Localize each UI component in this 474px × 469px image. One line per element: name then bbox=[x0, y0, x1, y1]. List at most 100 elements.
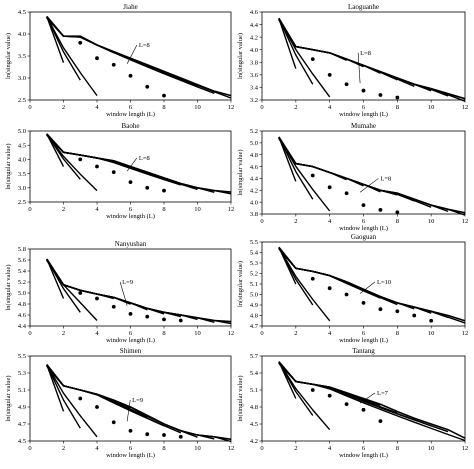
y-tick-label: 4.6 bbox=[18, 312, 27, 319]
y-tick-label: 5.3 bbox=[250, 260, 258, 267]
y-axis-label: ln(singular value) bbox=[5, 264, 12, 310]
chart-panel-2: Laoguanhe 0 2 4 6 8 10 12 3.2 3.4 3.6 3.8 4.0 4.2 4.4 4… bbox=[237, 3, 468, 118]
y-tick-label: 4.7 bbox=[250, 323, 259, 330]
chart-title: Shimen bbox=[120, 347, 142, 355]
x-tick-label: 0 bbox=[260, 445, 263, 452]
y-axis-label: ln(singular value) bbox=[5, 33, 12, 79]
knee-point bbox=[128, 73, 133, 78]
x-tick-label: 0 bbox=[260, 218, 263, 225]
chart-title: Baohe bbox=[122, 122, 140, 130]
y-tick-label: 3.0 bbox=[18, 75, 26, 82]
series-line-L10 bbox=[278, 247, 432, 314]
knee-point bbox=[310, 173, 315, 178]
knee-point bbox=[162, 317, 166, 322]
x-tick-label: 8 bbox=[162, 445, 165, 452]
chart-title: Tantang bbox=[352, 347, 375, 355]
x-tick-label: 6 bbox=[362, 445, 366, 452]
knee-point bbox=[145, 185, 150, 190]
x-tick-label: 12 bbox=[462, 330, 469, 337]
annotation-label: L=10 bbox=[377, 279, 391, 286]
knee-point bbox=[310, 276, 315, 281]
annotation-label: L=8 bbox=[139, 42, 150, 49]
x-tick-label: 10 bbox=[428, 218, 435, 225]
knee-point bbox=[145, 84, 150, 89]
knee-point bbox=[95, 56, 99, 61]
y-tick-label: 3.4 bbox=[250, 85, 259, 92]
y-tick-label: 3.5 bbox=[18, 171, 26, 178]
y-tick-label: 4.6 bbox=[250, 164, 259, 171]
y-tick-label: 4.8 bbox=[250, 152, 258, 159]
y-tick-label: 5.5 bbox=[250, 239, 258, 246]
knee-point bbox=[78, 291, 83, 295]
x-axis-label: window length (L) bbox=[339, 111, 388, 118]
x-tick-label: 6 bbox=[129, 104, 133, 111]
series-line-L12 bbox=[46, 134, 232, 195]
knee-point bbox=[378, 207, 383, 212]
series-line-L2 bbox=[278, 18, 297, 69]
x-tick-label: 2 bbox=[62, 206, 65, 213]
x-tick-label: 10 bbox=[428, 330, 435, 337]
y-axis-label: ln(singular value) bbox=[5, 375, 12, 421]
y-tick-label: 5.5 bbox=[18, 353, 26, 360]
x-tick-label: 12 bbox=[228, 104, 235, 111]
series-line-L3 bbox=[278, 18, 314, 85]
chart-panel-4: Mumahe 0 2 4 6 8 10 12 3.8 4.0 4.2 4.4 4.6 4.8 5.0 5.2 w… bbox=[237, 122, 468, 232]
y-tick-label: 3.8 bbox=[250, 211, 258, 218]
x-tick-label: 4 bbox=[328, 104, 332, 111]
annotation-label: L=8 bbox=[360, 50, 371, 57]
chart-title: Nanyushan bbox=[115, 240, 147, 248]
series-line-L12 bbox=[46, 259, 232, 325]
knee-point bbox=[178, 318, 183, 323]
y-tick-label: 5.0 bbox=[250, 140, 258, 147]
y-tick-label: 3.6 bbox=[250, 72, 259, 79]
knee-point bbox=[361, 203, 366, 208]
x-tick-label: 0 bbox=[28, 330, 31, 337]
x-tick-label: 6 bbox=[362, 104, 366, 111]
knee-point bbox=[429, 318, 434, 323]
y-tick-label: 3.2 bbox=[250, 97, 258, 104]
series-line-L4 bbox=[46, 16, 98, 97]
y-tick-label: 5.1 bbox=[250, 281, 258, 288]
y-tick-label: 4.9 bbox=[18, 404, 26, 411]
y-tick-label: 3.8 bbox=[250, 59, 258, 66]
x-tick-label: 12 bbox=[462, 104, 469, 111]
x-axis-label: window length (L) bbox=[339, 337, 388, 344]
knee-point bbox=[361, 407, 366, 412]
y-tick-label: 5.4 bbox=[250, 370, 259, 377]
y-tick-label: 4.2 bbox=[250, 187, 258, 194]
knee-point bbox=[78, 40, 83, 45]
x-tick-label: 6 bbox=[362, 218, 366, 225]
y-tick-label: 4.0 bbox=[18, 31, 26, 38]
envelope-line bbox=[278, 136, 466, 214]
y-tick-label: 4.5 bbox=[18, 9, 26, 16]
y-tick-label: 4.8 bbox=[250, 404, 258, 411]
knee-point bbox=[412, 313, 417, 318]
knee-point bbox=[310, 57, 315, 62]
x-tick-label: 12 bbox=[228, 330, 235, 337]
y-tick-label: 4.5 bbox=[18, 438, 26, 445]
chart-panel-8: Tantang 0 2 4 6 8 10 12 4.2 4.5 4.8 5.1 5.4 5.7 window… bbox=[237, 347, 468, 459]
knee-point bbox=[111, 62, 116, 67]
x-tick-label: 12 bbox=[228, 445, 235, 452]
envelope-line bbox=[278, 361, 466, 439]
x-tick-label: 12 bbox=[228, 206, 235, 213]
x-tick-label: 4 bbox=[328, 445, 332, 452]
knee-point bbox=[128, 428, 133, 433]
x-tick-label: 10 bbox=[194, 445, 201, 452]
series-line-L12 bbox=[46, 17, 232, 99]
annotation-leader bbox=[357, 52, 361, 84]
x-tick-label: 8 bbox=[162, 206, 165, 213]
series-line-L11 bbox=[46, 365, 215, 440]
series-line-L4 bbox=[46, 258, 98, 321]
x-tick-label: 2 bbox=[294, 104, 297, 111]
x-tick-label: 4 bbox=[95, 206, 99, 213]
x-tick-label: 2 bbox=[294, 330, 297, 337]
x-axis-label: window length (L) bbox=[106, 213, 155, 220]
series-line-L12 bbox=[278, 138, 466, 216]
series-line-L11 bbox=[278, 138, 449, 213]
series-line-L8 bbox=[46, 259, 165, 315]
chart-panel-6: Gaoguan 0 2 4 6 8 10 12 4.7 4.8 4.9 5.0 5.1 5.2 5.3 5.4… bbox=[237, 233, 468, 344]
y-axis-label: ln(singular value) bbox=[237, 149, 244, 195]
y-tick-label: 5.6 bbox=[18, 257, 27, 264]
